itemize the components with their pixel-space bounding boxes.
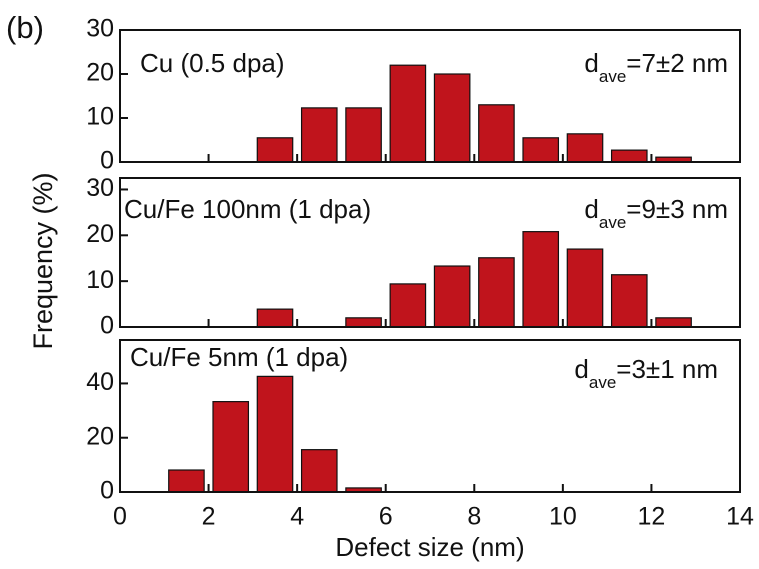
bar	[433, 73, 471, 163]
bar	[389, 64, 427, 163]
stat-symbol: d	[584, 194, 598, 224]
y-tick-label: 30	[86, 174, 114, 202]
bar	[300, 449, 338, 493]
bar	[655, 317, 692, 328]
x-axis-label: Defect size (nm)	[335, 532, 524, 562]
stat-value: =7±2 nm	[626, 48, 728, 78]
bar	[345, 317, 382, 328]
y-tick-label: 10	[86, 103, 114, 131]
bar	[256, 375, 294, 493]
stat-value: =3±1 nm	[616, 354, 718, 384]
stat-symbol: d	[574, 354, 588, 384]
bar	[566, 248, 604, 328]
x-tick-label: 8	[467, 503, 481, 531]
plot-frame	[119, 29, 741, 163]
y-tick-label: 0	[100, 312, 114, 340]
annotation: Cu (0.5 dpa)	[140, 48, 285, 78]
bar	[478, 104, 515, 163]
x-tick-label: 6	[379, 503, 393, 531]
bar	[610, 149, 648, 163]
stat-subscript: ave	[599, 213, 626, 232]
bar	[345, 107, 382, 163]
plot-frame	[119, 339, 741, 493]
x-tick-label: 14	[726, 503, 754, 531]
x-tick-label: 12	[638, 503, 666, 531]
y-tick-label: 20	[86, 220, 114, 248]
y-tick-label: 30	[86, 15, 114, 43]
bar	[256, 137, 294, 163]
bar	[168, 469, 205, 493]
y-tick-label: 0	[100, 477, 114, 505]
y-tick-label: 0	[100, 147, 114, 175]
bar	[610, 274, 648, 328]
bar	[522, 231, 560, 328]
y-tick-label: 20	[86, 422, 114, 450]
stat-symbol: d	[584, 48, 598, 78]
x-tick-label: 2	[202, 503, 216, 531]
statistic: dave=7±2 nm	[584, 48, 728, 86]
y-axis-label: Frequency (%)	[28, 172, 58, 349]
bar	[478, 257, 515, 328]
y-tick-label: 10	[86, 266, 114, 294]
y-tick-label: 20	[86, 59, 114, 87]
stat-subscript: ave	[589, 373, 616, 392]
bar	[212, 401, 250, 493]
bar	[389, 283, 427, 328]
bar	[433, 265, 471, 328]
bar	[566, 133, 604, 163]
panel-label: (b)	[6, 10, 44, 45]
stat-value: =9±3 nm	[626, 194, 728, 224]
statistic: dave=9±3 nm	[584, 194, 728, 232]
y-tick-label: 40	[86, 368, 114, 396]
bar	[256, 308, 294, 328]
annotation: Cu/Fe 5nm (1 dpa)	[130, 342, 348, 372]
statistic: dave=3±1 nm	[574, 354, 718, 392]
bar	[522, 137, 560, 163]
x-tick-label: 10	[549, 503, 577, 531]
annotation: Cu/Fe 100nm (1 dpa)	[124, 194, 371, 224]
plot-frame	[119, 177, 741, 328]
bar	[300, 107, 338, 163]
x-tick-label: 0	[113, 503, 127, 531]
stat-subscript: ave	[599, 67, 626, 86]
x-tick-label: 4	[290, 503, 304, 531]
